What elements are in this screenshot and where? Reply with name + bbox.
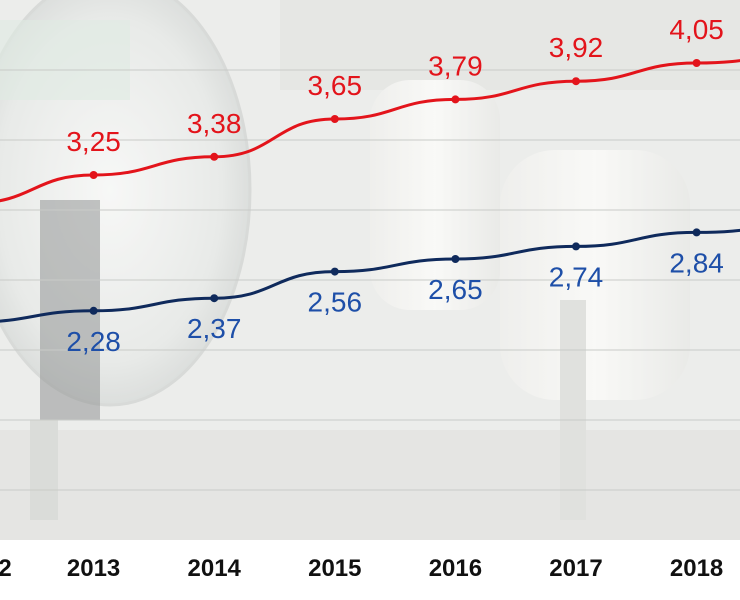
data-label: 3,38 — [187, 108, 242, 139]
data-label: 2,37 — [187, 313, 242, 344]
data-point — [210, 294, 219, 303]
data-point — [210, 152, 219, 161]
data-labels: 3,25 3,38 3,65 3,79 3,92 4,05 2,28 2,37 2,56 2,65… — [66, 14, 724, 357]
x-tick-label: 2 — [0, 555, 12, 582]
data-label: 3,25 — [66, 126, 121, 157]
x-tick-label: 2018 — [670, 555, 723, 582]
data-point — [330, 115, 339, 123]
series-layer — [0, 59, 740, 323]
data-point — [330, 267, 339, 276]
data-point — [89, 306, 98, 315]
data-point — [692, 59, 701, 67]
data-label: 3,65 — [308, 70, 363, 101]
background-photo — [0, 0, 740, 540]
data-point — [572, 77, 580, 86]
grid — [0, 69, 740, 491]
x-axis-band — [0, 540, 740, 600]
x-tick-label: 2017 — [549, 555, 602, 582]
data-label: 2,56 — [308, 287, 363, 318]
series-line-0 — [0, 59, 740, 203]
data-point — [692, 228, 701, 237]
data-label: 4,05 — [669, 14, 724, 45]
series-line-1 — [0, 228, 740, 323]
data-label: 2,65 — [428, 274, 483, 305]
data-point — [451, 255, 460, 263]
data-label: 3,92 — [549, 32, 604, 63]
x-tick-label: 2014 — [188, 555, 242, 582]
data-label: 2,28 — [66, 326, 121, 357]
data-label: 2,74 — [549, 261, 604, 292]
x-axis: 2 2013 2014 2015 2016 2017 2018 — [0, 555, 723, 582]
data-label: 2,84 — [669, 247, 724, 278]
data-point — [572, 242, 580, 251]
x-tick-label: 2016 — [429, 555, 482, 582]
x-tick-label: 2015 — [308, 555, 361, 582]
data-point — [89, 171, 98, 179]
x-tick-label: 2013 — [67, 555, 120, 582]
data-point — [451, 95, 460, 104]
data-label: 3,79 — [428, 50, 483, 81]
